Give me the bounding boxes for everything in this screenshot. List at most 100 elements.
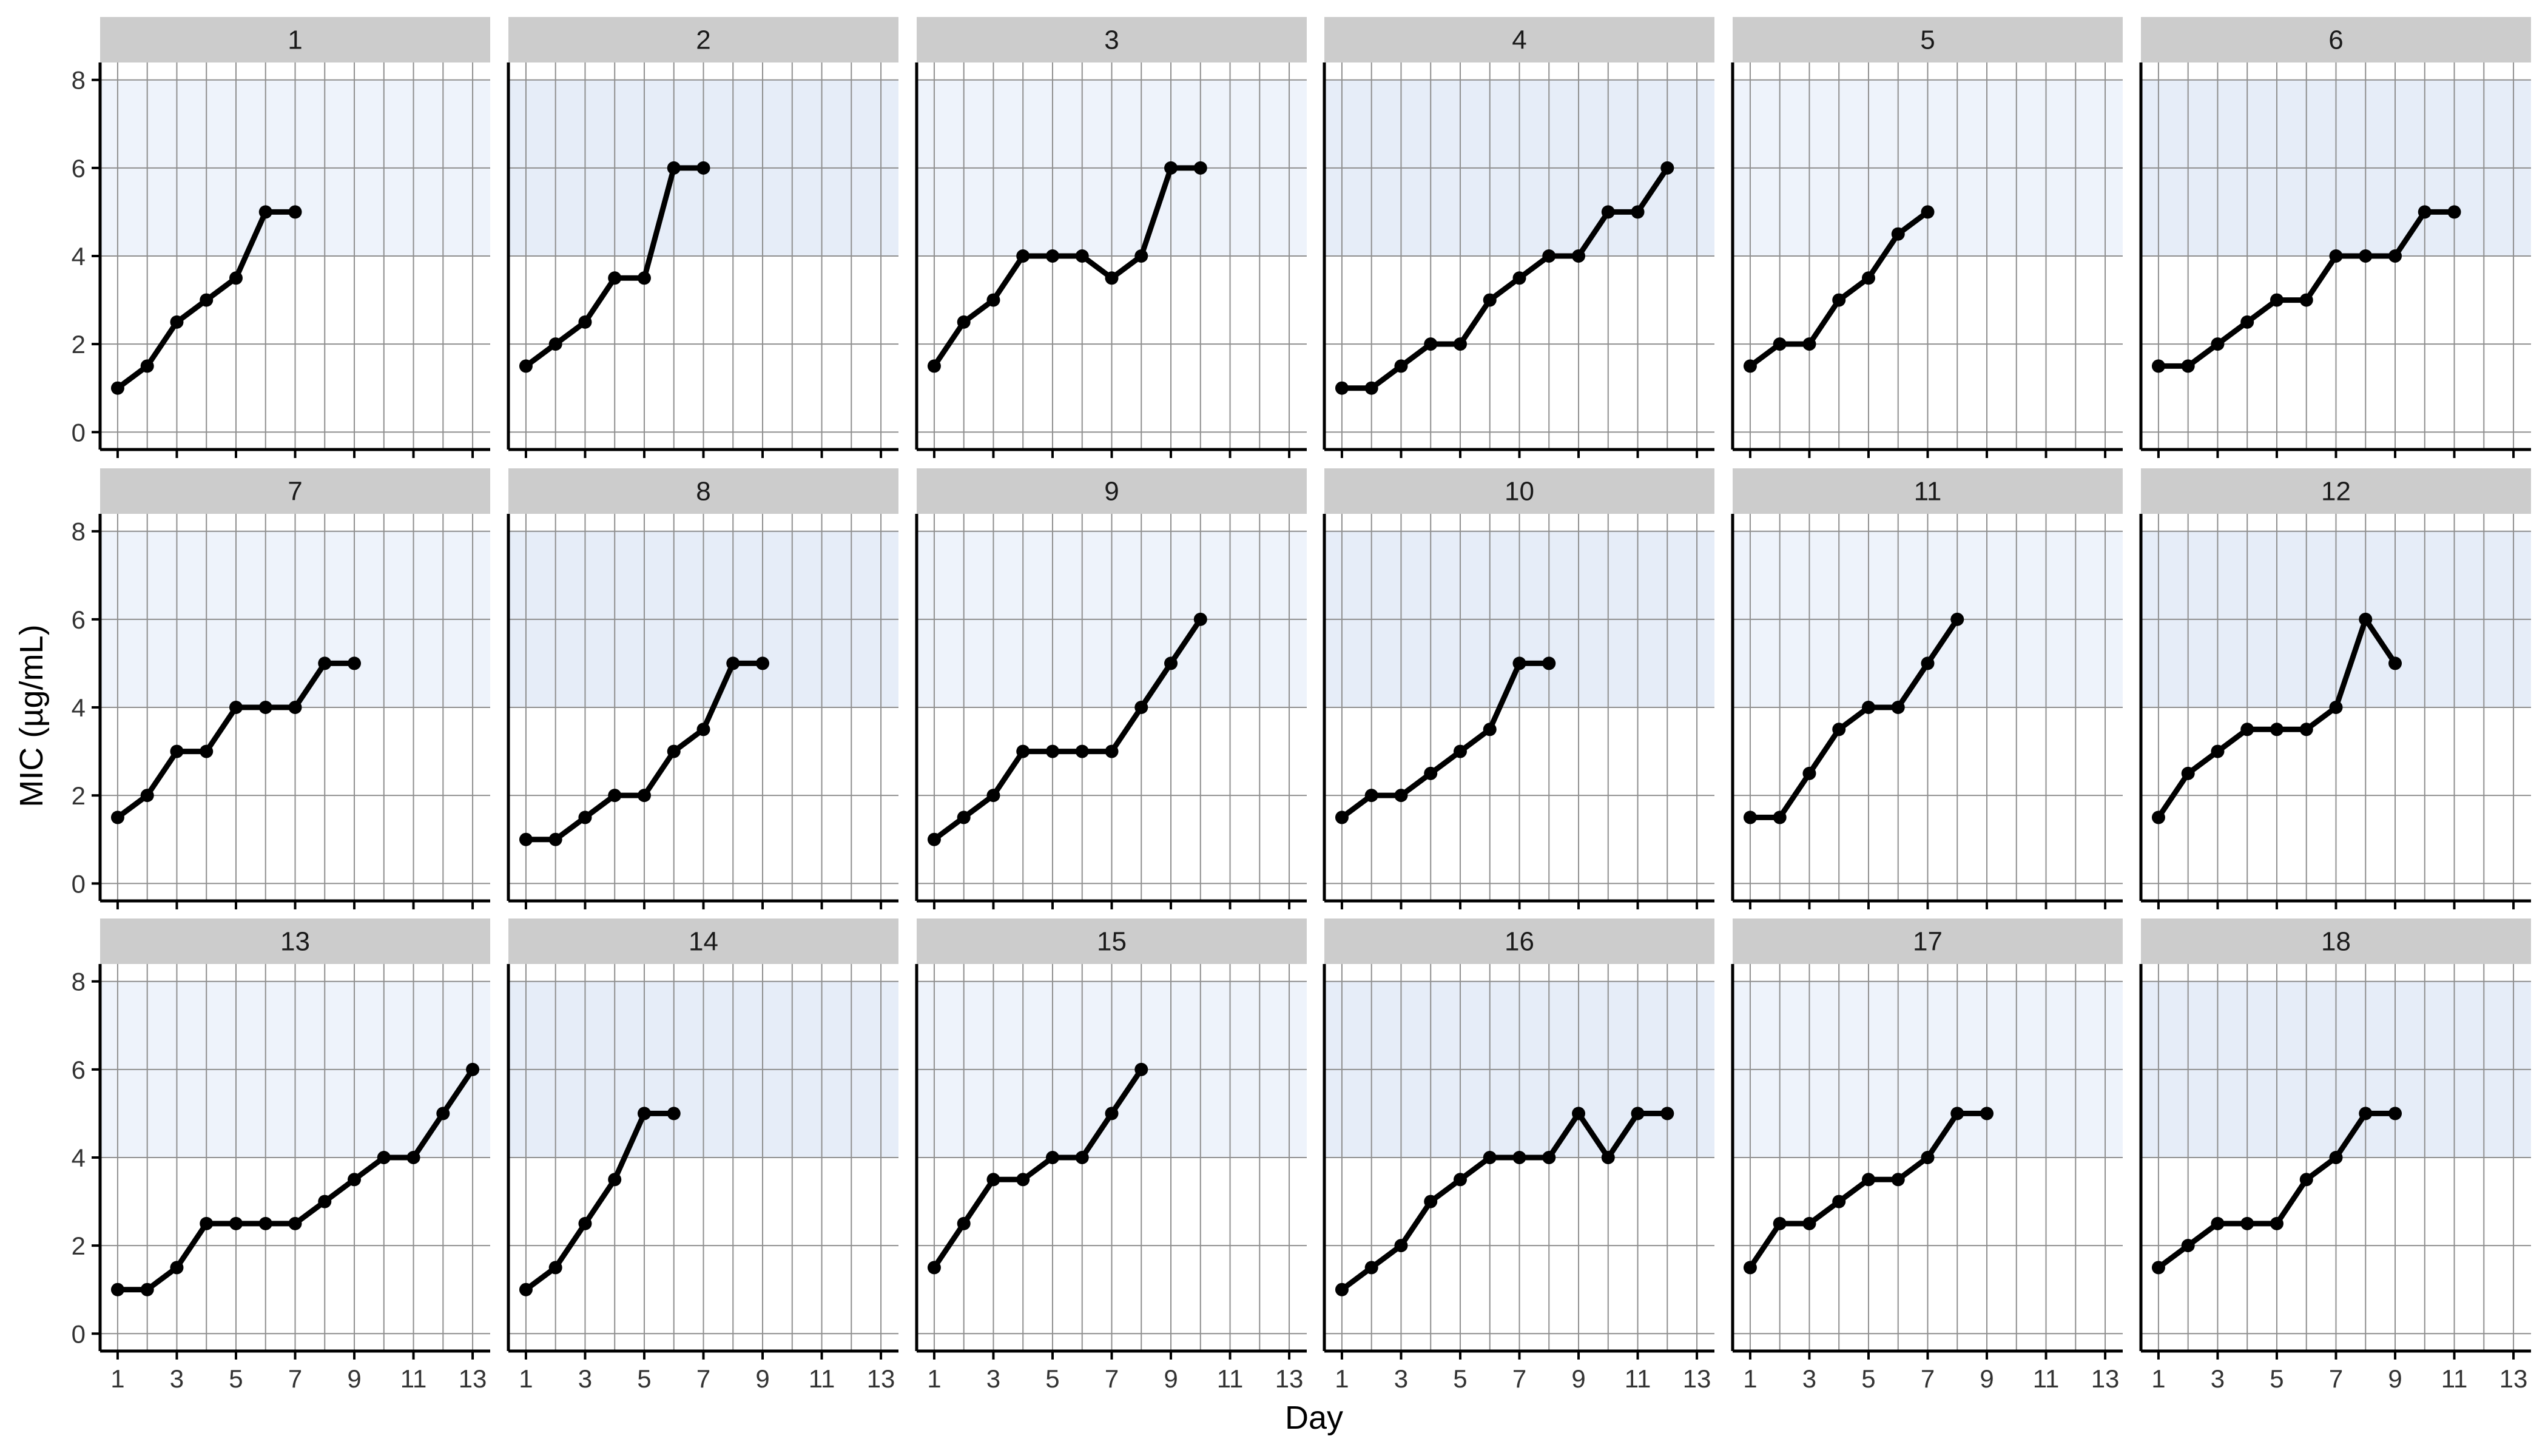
- x-tick-label: 3: [986, 1364, 1000, 1393]
- facet-strip: [1324, 468, 1714, 514]
- data-point: [318, 1195, 332, 1208]
- data-point: [140, 359, 154, 373]
- data-point: [1512, 1151, 1526, 1164]
- x-tick-label: 3: [2211, 1364, 2225, 1393]
- facet-strip-label: 15: [1097, 927, 1127, 957]
- data-point: [1743, 1261, 1757, 1275]
- data-point: [1424, 1195, 1438, 1208]
- data-point: [258, 701, 272, 714]
- data-point: [1861, 1173, 1875, 1187]
- data-point: [1921, 1151, 1935, 1164]
- data-point: [2299, 293, 2313, 307]
- x-tick-label: 5: [229, 1364, 243, 1393]
- data-point: [1891, 1173, 1905, 1187]
- facet-strip-label: 5: [1920, 25, 1935, 55]
- data-point: [1802, 766, 1816, 780]
- x-tick-label: 7: [2329, 1364, 2343, 1393]
- data-point: [2299, 1173, 2313, 1187]
- data-point: [927, 1261, 941, 1275]
- data-point: [2329, 249, 2343, 263]
- x-tick-label: 13: [459, 1364, 487, 1393]
- data-point: [2388, 656, 2402, 670]
- data-point: [986, 789, 1000, 803]
- data-point: [1891, 227, 1905, 241]
- data-point: [2359, 249, 2373, 263]
- facet-strip: [100, 17, 490, 62]
- x-tick-label: 5: [637, 1364, 651, 1393]
- data-point: [406, 1151, 420, 1164]
- data-point: [2418, 205, 2432, 219]
- data-point: [288, 1216, 302, 1230]
- data-point: [200, 744, 214, 758]
- data-point: [986, 1173, 1000, 1187]
- facet-strip-label: 4: [1512, 25, 1526, 55]
- facet-panel-16: 161 3 5 7 9 11 13: [1323, 918, 1714, 1393]
- data-point: [2240, 315, 2254, 329]
- facet-panel-9: 9: [915, 468, 1307, 909]
- data-point: [1453, 1173, 1467, 1187]
- data-point: [696, 161, 710, 175]
- x-tick-label: 5: [2270, 1364, 2283, 1393]
- y-tick-label: 2: [72, 781, 86, 810]
- data-point: [1483, 293, 1497, 307]
- y-tick-label: 2: [72, 330, 86, 359]
- data-point: [2359, 612, 2373, 626]
- data-point: [2270, 293, 2283, 307]
- x-tick-label: 13: [1275, 1364, 1304, 1393]
- data-point: [1802, 337, 1816, 351]
- data-point: [957, 811, 971, 824]
- facet-panel-2: 2: [507, 17, 898, 458]
- facet-panel-11: 11: [1731, 468, 2123, 909]
- facet-strip-label: 16: [1505, 927, 1534, 957]
- data-point: [2240, 1216, 2254, 1230]
- data-point: [637, 1107, 651, 1121]
- data-point: [927, 832, 941, 846]
- y-tick-label: 8: [72, 968, 86, 996]
- data-point: [1134, 1062, 1148, 1076]
- x-tick-label: 11: [809, 1364, 835, 1393]
- data-point: [1601, 1151, 1615, 1164]
- data-point: [1921, 205, 1935, 219]
- facet-strip: [1733, 17, 2123, 62]
- data-point: [1773, 337, 1787, 351]
- x-tick-label: 9: [755, 1364, 769, 1393]
- data-point: [2211, 744, 2225, 758]
- facet-strip: [1733, 468, 2123, 514]
- data-point: [2388, 249, 2402, 263]
- facet-panel-4: 4: [1323, 17, 1714, 458]
- facet-strip-label: 1: [288, 25, 302, 55]
- facet-strip-label: 6: [2328, 25, 2343, 55]
- data-point: [1542, 249, 1556, 263]
- x-tick-label: 5: [1861, 1364, 1875, 1393]
- x-tick-label: 7: [288, 1364, 302, 1393]
- x-tick-label: 9: [347, 1364, 361, 1393]
- data-point: [1164, 161, 1178, 175]
- data-point: [1743, 359, 1757, 373]
- facet-strip-label: 17: [1913, 927, 1943, 957]
- data-point: [1861, 701, 1875, 714]
- series-line: [1747, 616, 1960, 820]
- data-point: [1542, 1151, 1556, 1164]
- facet-panel-7: 7 0 2 4 6 8: [72, 468, 490, 909]
- data-point: [519, 1282, 533, 1296]
- data-point: [110, 1282, 124, 1296]
- data-point: [1861, 271, 1875, 285]
- data-point: [1950, 1107, 1964, 1121]
- data-point: [2388, 1107, 2402, 1121]
- facet-strip: [1324, 17, 1714, 62]
- y-tick-label: 2: [72, 1232, 86, 1260]
- data-point: [696, 723, 710, 736]
- data-point: [519, 359, 533, 373]
- data-point: [1424, 766, 1438, 780]
- data-point: [548, 337, 562, 351]
- data-point: [288, 205, 302, 219]
- data-point: [1453, 744, 1467, 758]
- x-tick-label: 9: [2388, 1364, 2402, 1393]
- data-point: [110, 811, 124, 824]
- data-point: [2329, 701, 2343, 714]
- data-point: [466, 1062, 480, 1076]
- data-point: [1601, 205, 1615, 219]
- data-point: [2151, 811, 2165, 824]
- data-point: [200, 1216, 214, 1230]
